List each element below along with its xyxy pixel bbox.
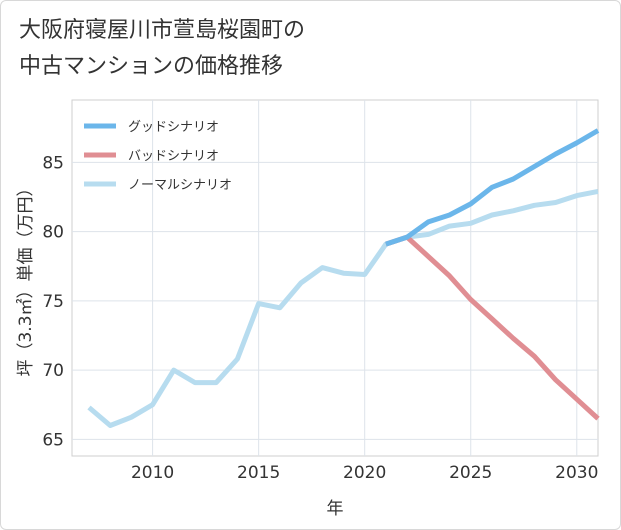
legend-label-2: ノーマルシナリオ (128, 178, 232, 193)
y-tick-label: 65 (42, 430, 64, 450)
series-line-2 (87, 188, 599, 428)
legend-label-1: バッドシナリオ (128, 149, 219, 164)
series-line-0 (385, 128, 600, 247)
x-tick-label: 2030 (555, 463, 598, 483)
plot-area (71, 99, 599, 457)
series-line-1 (385, 234, 600, 421)
y-tick-label: 70 (42, 361, 64, 381)
x-tick-label: 2025 (449, 463, 492, 483)
x-axis-label: 年 (327, 499, 344, 519)
y-tick-label: 80 (42, 223, 64, 243)
x-tick-label: 2020 (343, 463, 386, 483)
chart-title: 大阪府寝屋川市萱島桜園町の 中古マンションの価格推移 (19, 13, 305, 85)
x-tick-label: 2015 (237, 463, 280, 483)
chart-title-line-1: 大阪府寝屋川市萱島桜園町の (19, 18, 306, 43)
y-axis-label: 坪（3.3㎡）単価（万円） (16, 179, 36, 376)
y-tick-label: 85 (42, 153, 64, 173)
y-tick-label: 75 (42, 292, 64, 312)
x-tick-label: 2010 (131, 463, 174, 483)
chart-title-line-2: 中古マンションの価格推移 (19, 54, 284, 79)
legend-label-0: グッドシナリオ (128, 120, 219, 135)
